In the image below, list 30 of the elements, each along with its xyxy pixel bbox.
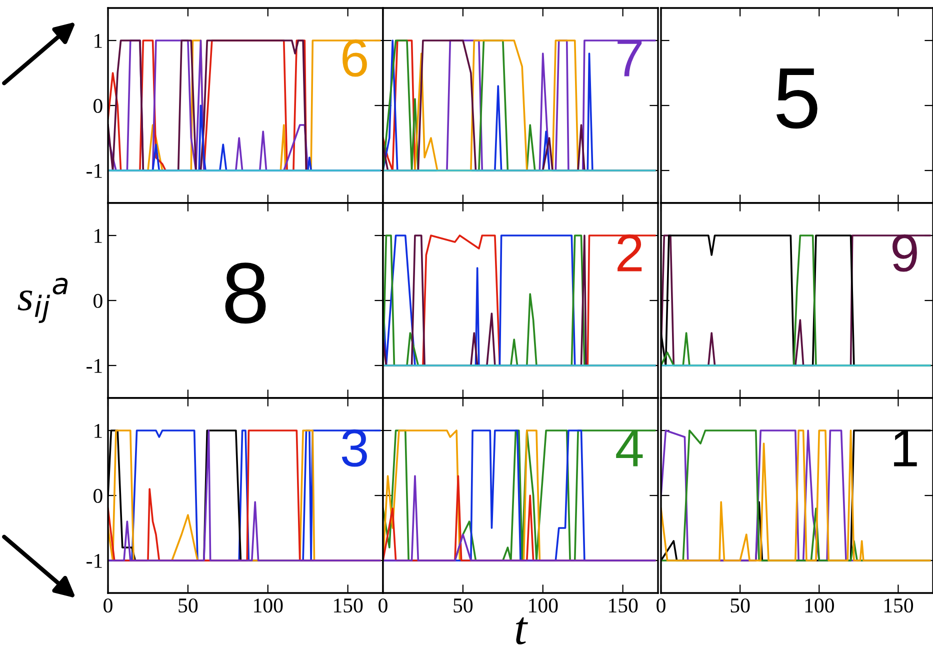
x-tick-label: 0 <box>656 598 666 613</box>
x-tick-label: 100 <box>254 598 283 613</box>
x-tick-label: 50 <box>730 598 750 613</box>
y-axis-title: s$_{ij}$$^{a}$ <box>18 278 68 323</box>
y-tick-label: -1 <box>86 164 102 178</box>
annotation: 4 <box>616 430 643 466</box>
y-tick-label: 0 <box>94 294 102 308</box>
x-tick-label: 150 <box>609 598 638 613</box>
x-tick-label: 150 <box>334 598 363 613</box>
x-tick-label: 100 <box>805 598 834 613</box>
x-tick-label: 150 <box>884 598 914 613</box>
annotation: 9 <box>892 234 917 272</box>
annotation: 6 <box>342 39 367 77</box>
annotation: 5 <box>776 68 818 129</box>
y-tick-label: 0 <box>94 98 102 113</box>
annotation: 2 <box>618 234 642 272</box>
y-tick-label: 1 <box>94 228 102 243</box>
x-tick-label: 100 <box>529 598 558 613</box>
annotation: 1 <box>894 430 917 466</box>
x-tick-label: 50 <box>454 598 473 613</box>
annotation: 8 <box>225 262 266 324</box>
y-tick-label: 1 <box>94 424 102 438</box>
x-axis-title: t <box>516 617 528 644</box>
annotation: 3 <box>342 429 367 467</box>
y-tick-label: 1 <box>94 34 102 48</box>
y-tick-label: -1 <box>86 358 102 373</box>
y-tick-label: 0 <box>94 488 102 503</box>
x-tick-label: 50 <box>178 598 198 613</box>
x-tick-label: 0 <box>378 598 388 613</box>
y-tick-label: -1 <box>86 554 102 568</box>
